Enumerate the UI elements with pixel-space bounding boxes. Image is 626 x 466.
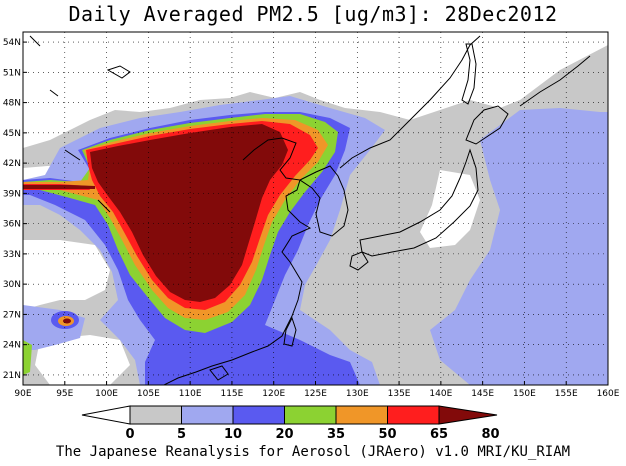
- lon-tick-label: 150E: [513, 389, 536, 399]
- coastlines: [29, 35, 591, 385]
- field-0-5-japan-sea: [420, 170, 480, 248]
- lat-tick-label: 51N: [3, 68, 21, 78]
- colorbar-swatch: [387, 405, 440, 425]
- coast-kyushu: [349, 251, 369, 271]
- lon-tick-label: 115E: [220, 389, 243, 399]
- colorbar-swatch: [232, 405, 285, 425]
- colorbar-label: 10: [224, 427, 242, 442]
- lon-tick-label: 145E: [471, 389, 494, 399]
- colorbar-label: 35: [327, 427, 345, 442]
- coast-russia: [339, 35, 481, 169]
- colorbar-swatch: [335, 405, 388, 425]
- lon-tick-label: 130E: [346, 389, 369, 399]
- lat-tick-label: 21N: [3, 371, 21, 381]
- colorbar-label: 50: [378, 427, 396, 442]
- map-plot-area: [23, 32, 608, 385]
- lat-tick-label: 39N: [3, 189, 21, 199]
- field-0-5-south: [35, 335, 130, 385]
- coast-hainan: [209, 365, 229, 381]
- lat-tick-label: 48N: [3, 99, 21, 109]
- colorbar-swatch: [129, 405, 182, 425]
- lon-tick-label: 125E: [304, 389, 327, 399]
- colorbar-label: 65: [430, 427, 448, 442]
- coast-baikal: [106, 65, 131, 79]
- lon-tick-label: 120E: [262, 389, 285, 399]
- lat-tick-label: 45N: [3, 129, 21, 139]
- lon-tick-label: 140E: [429, 389, 452, 399]
- field-10-20-pacific: [430, 108, 608, 385]
- coast-west-strip: [29, 35, 111, 213]
- lon-tick-label: 90E: [14, 389, 31, 399]
- lat-tick-label: 42N: [3, 159, 21, 169]
- colorbar-swatch: [181, 405, 234, 425]
- field-80-plus-core: [90, 124, 288, 302]
- coast-sakhalin: [461, 43, 477, 105]
- hotspot-core: [63, 318, 71, 324]
- coast-taiwan: [283, 316, 297, 347]
- field-80-plus-west: [23, 185, 95, 189]
- lon-tick-label: 95E: [56, 389, 73, 399]
- lat-tick-label: 24N: [3, 341, 21, 351]
- field-southwest-corner: [23, 340, 32, 375]
- lon-tick-label: 110E: [179, 389, 202, 399]
- colorbar: 0 5 10 20 35 50 65 80: [81, 405, 500, 442]
- credit-line: The Japanese Reanalysis for Aerosol (JRA…: [55, 444, 571, 460]
- lat-tick-label: 36N: [3, 220, 21, 230]
- lon-tick-label: 160E: [597, 389, 620, 399]
- colorbar-label: 5: [177, 427, 186, 442]
- lon-tick-label: 100E: [95, 389, 118, 399]
- coast-kuril: [519, 55, 591, 107]
- map-title: Daily Averaged PM2.5 [ug/m3]: 28Dec2012: [68, 2, 558, 26]
- lat-tick-label: 33N: [3, 250, 21, 260]
- lon-tick-label: 135E: [388, 389, 411, 399]
- lat-tick-label: 54N: [3, 38, 21, 48]
- lat-tick-label: 30N: [3, 280, 21, 290]
- coast-korea: [299, 165, 349, 237]
- lon-tick-label: 155E: [555, 389, 578, 399]
- colorbar-swatch: [284, 405, 337, 425]
- colorbar-label: 80: [481, 427, 499, 442]
- latitude-ticks: 21N 24N 27N 30N 33N 36N 39N 42N 45N 48N 51N 54N: [3, 38, 27, 381]
- colorbar-under-triangle: [81, 405, 131, 425]
- field-0-5-southwest: [23, 240, 110, 310]
- coast-japan-honshu: [359, 148, 479, 257]
- coast-japan-hokkaido: [465, 105, 509, 145]
- colorbar-label: 20: [275, 427, 293, 442]
- colorbar-label: 0: [125, 427, 134, 442]
- lat-tick-label: 27N: [3, 310, 21, 320]
- lon-tick-label: 105E: [137, 389, 160, 399]
- colorbar-over-triangle: [438, 405, 498, 425]
- longitude-ticks: 90E 95E 100E 105E 110E 115E 120E 125E 130E 135E 14…: [14, 381, 620, 399]
- coast-china-east: [163, 137, 312, 385]
